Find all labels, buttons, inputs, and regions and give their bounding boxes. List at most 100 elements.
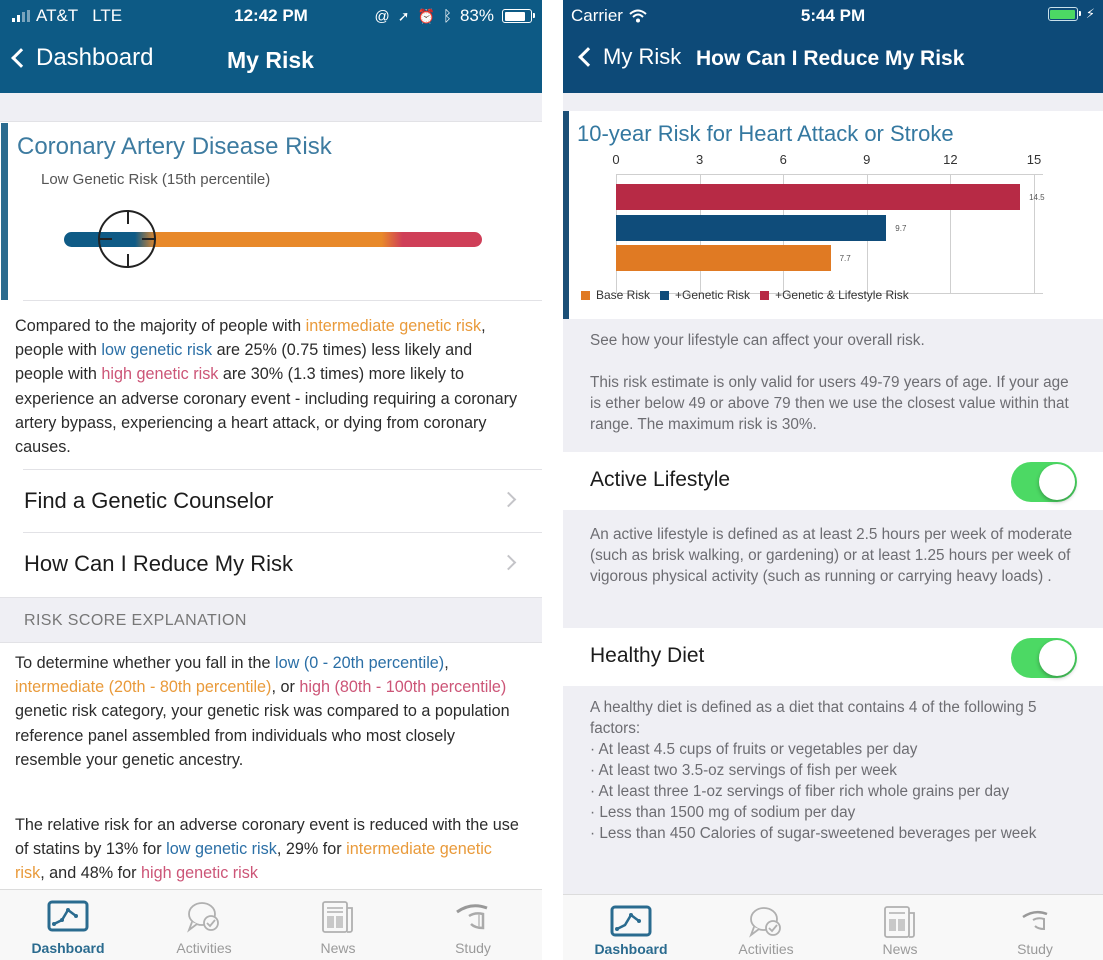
active-lifestyle-row: Active Lifestyle: [563, 452, 1103, 510]
link-label: Find a Genetic Counselor: [24, 488, 274, 513]
x-tick-label: 15: [1026, 152, 1042, 167]
toggle-label: Healthy Diet: [590, 644, 705, 667]
page-title: My Risk: [227, 47, 314, 73]
tab-bar: Dashboard Activities News Study: [0, 889, 542, 960]
low-risk-term: low genetic risk: [101, 341, 213, 360]
healthy-diet-row: Healthy Diet: [563, 628, 1103, 686]
diet-factor: · At least 4.5 cups of fruits or vegetab…: [590, 741, 918, 758]
bar-genetic-risk: [616, 215, 887, 241]
x-tick-label: 9: [863, 152, 871, 167]
x-tick-label: 6: [779, 152, 787, 167]
spacer: [0, 93, 542, 122]
chart-line-icon: [610, 905, 652, 937]
tab-study[interactable]: Study: [975, 895, 1095, 960]
battery-percent: 83%: [459, 6, 494, 25]
risk-bar-chart: 0 3 6 9 12 15 14.5 9.7 7.7: [563, 111, 1103, 319]
intermediate-risk-term: intermediate genetic risk: [305, 317, 482, 335]
link-label: How Can I Reduce My Risk: [24, 551, 293, 576]
validity-text: This risk estimate is only valid for use…: [590, 374, 1069, 433]
healthy-diet-description: A healthy diet is defined as a diet that…: [590, 697, 1080, 844]
crosshair-marker-icon: [98, 210, 156, 268]
reduce-risk-screen: Carrier 5:44 PM ⚡ My Risk How Can I Redu…: [563, 0, 1103, 960]
back-button[interactable]: Dashboard: [8, 44, 153, 72]
diet-factor: · Less than 1500 mg of sodium per day: [590, 804, 856, 821]
statins-text: The relative risk for an adverse coronar…: [15, 816, 519, 883]
bluetooth-icon: ᛒ: [442, 7, 452, 25]
reduce-risk-link[interactable]: How Can I Reduce My Risk: [0, 533, 542, 595]
chevron-left-icon: [11, 48, 31, 68]
axis-line: [616, 293, 1043, 294]
tab-bar: Dashboard Activities News Study: [563, 894, 1103, 960]
gridline: [1034, 174, 1035, 293]
risk-chart-card: 10-year Risk for Heart Attack or Stroke …: [563, 111, 1103, 319]
section-header: RISK SCORE EXPLANATION: [0, 597, 542, 643]
study-icon: [456, 904, 488, 930]
study-icon: [1022, 910, 1048, 931]
nav-bar: Carrier 5:44 PM ⚡ My Risk How Can I Redu…: [563, 0, 1103, 93]
x-tick-label: 3: [695, 152, 704, 167]
bar-value-label: 14.5: [1029, 193, 1045, 202]
bar-value-label: 7.7: [839, 254, 851, 263]
tab-dashboard[interactable]: Dashboard: [8, 890, 128, 960]
battery-icon: [1047, 7, 1081, 21]
healthy-diet-toggle[interactable]: [1011, 638, 1077, 678]
legend-genetic-risk: +Genetic Risk: [660, 288, 750, 302]
risk-gradient-bar: [64, 232, 482, 247]
alarm-icon: ⏰: [417, 7, 435, 24]
tab-news[interactable]: News: [840, 895, 960, 960]
bar-genetic-lifestyle-risk: [616, 184, 1021, 210]
card-accent: [563, 111, 569, 319]
diet-factor: · At least three 1-oz servings of fiber …: [590, 783, 1010, 800]
signal-icon: [12, 10, 30, 22]
legend-base-risk: Base Risk: [581, 288, 650, 302]
find-genetic-counselor-link[interactable]: Find a Genetic Counselor: [0, 470, 542, 532]
chart-title: 10-year Risk for Heart Attack or Stroke: [577, 121, 954, 146]
tab-news[interactable]: News: [278, 890, 398, 960]
divider: [23, 532, 542, 533]
charging-icon: ⚡: [1085, 6, 1095, 21]
status-bar: Carrier 5:44 PM ⚡: [563, 4, 1103, 28]
location-icon: ➚: [397, 7, 410, 24]
clock: 5:44 PM: [800, 6, 866, 25]
intro-text: See how your lifestyle can affect your o…: [590, 332, 925, 349]
status-bar: AT&T LTE 12:42 PM @ ➚ ⏰ ᛒ 83%: [0, 4, 542, 28]
chevron-right-icon: [500, 554, 517, 571]
chevron-left-icon: [578, 47, 598, 67]
chevron-right-icon: [500, 491, 517, 508]
chat-check-icon: [187, 902, 219, 933]
tab-activities[interactable]: Activities: [144, 890, 264, 960]
back-button[interactable]: My Risk: [575, 44, 681, 70]
risk-card-title: Coronary Artery Disease Risk: [17, 133, 332, 160]
active-lifestyle-toggle[interactable]: [1011, 462, 1077, 502]
nav-bar: AT&T LTE 12:42 PM @ ➚ ⏰ ᛒ 83% Dashboard …: [0, 0, 542, 93]
divider: [23, 300, 542, 301]
x-tick-label: 12: [943, 152, 958, 167]
at-icon: @: [374, 7, 390, 25]
tab-study[interactable]: Study: [413, 890, 533, 960]
gridline: [950, 174, 952, 293]
clock: 12:42 PM: [234, 6, 308, 25]
chat-check-icon: [749, 907, 781, 938]
legend-lifestyle-risk: +Genetic & Lifestyle Risk: [760, 288, 909, 302]
risk-comparison-text: Compared to the majority of people with …: [15, 317, 518, 457]
card-accent: [1, 123, 8, 300]
carrier: Carrier: [571, 6, 623, 25]
newspaper-icon: [322, 901, 353, 933]
chart-line-icon: [47, 900, 89, 932]
diet-factor: · At least two 3.5-oz servings of fish p…: [590, 762, 897, 779]
back-label: Dashboard: [36, 44, 154, 71]
toggle-label: Active Lifestyle: [590, 468, 731, 491]
battery-icon: [502, 9, 535, 23]
high-risk-term: high genetic risk: [101, 365, 219, 384]
back-label: My Risk: [603, 44, 682, 69]
axis-line: [616, 174, 1043, 175]
wifi-icon: [629, 9, 647, 23]
tab-activities[interactable]: Activities: [706, 895, 826, 960]
my-risk-screen: AT&T LTE 12:42 PM @ ➚ ⏰ ᛒ 83% Dashboard …: [0, 0, 542, 960]
x-tick-label: 0: [612, 152, 620, 167]
tab-dashboard[interactable]: Dashboard: [571, 895, 691, 960]
chart-legend: Base Risk +Genetic Risk +Genetic & Lifes…: [581, 288, 913, 302]
diet-factor: · Less than 450 Calories of sugar-sweete…: [590, 825, 1037, 842]
risk-category: Low Genetic Risk (15th percentile): [41, 171, 271, 188]
risk-explanation-text: To determine whether you fall in the low…: [15, 654, 510, 769]
